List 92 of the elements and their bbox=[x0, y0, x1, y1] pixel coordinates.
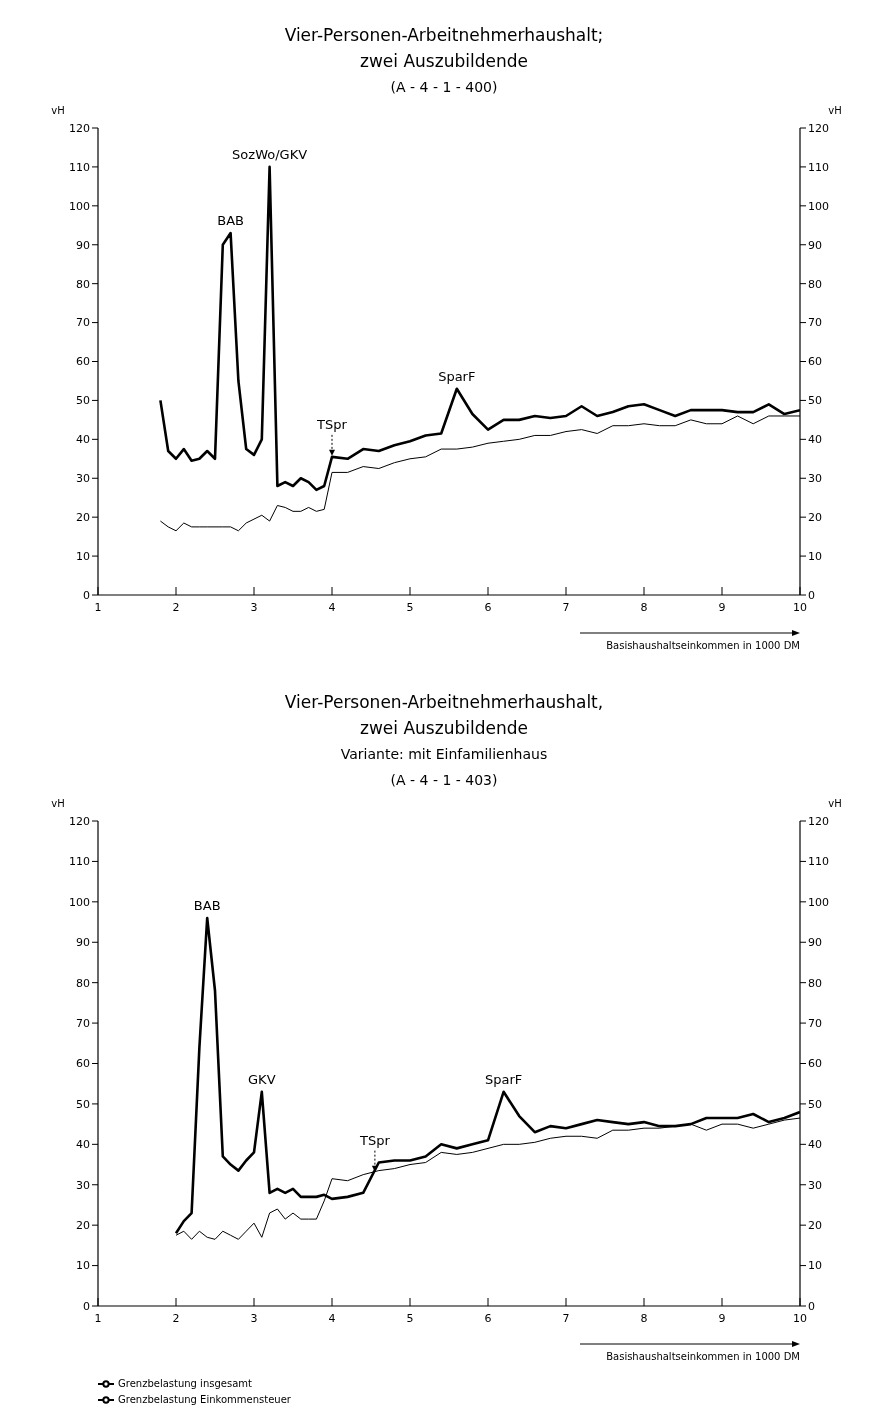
y-tick-label: 60 bbox=[76, 355, 90, 369]
x-tick-label: 6 bbox=[484, 600, 492, 614]
y2-tick-label: 40 bbox=[808, 433, 822, 447]
y2-tick-label: 70 bbox=[808, 1016, 822, 1030]
y2-axis-title: vH bbox=[828, 798, 842, 809]
y-tick-label: 20 bbox=[76, 1219, 90, 1233]
x-tick-label: 8 bbox=[640, 600, 648, 614]
y-tick-label: 20 bbox=[76, 511, 90, 525]
x-tick-label: 3 bbox=[250, 1311, 258, 1325]
x-axis-title: Basishaushaltseinkommen in 1000 DM bbox=[606, 640, 800, 651]
y2-tick-label: 30 bbox=[808, 1178, 822, 1192]
y2-tick-label: 10 bbox=[808, 1259, 822, 1273]
y2-tick-label: 30 bbox=[808, 472, 822, 486]
x-tick-label: 7 bbox=[562, 600, 570, 614]
y2-tick-label: 60 bbox=[808, 1057, 822, 1071]
y-tick-label: 50 bbox=[76, 1097, 90, 1111]
y-tick-label: 120 bbox=[69, 121, 90, 135]
y2-tick-label: 0 bbox=[808, 1299, 815, 1313]
y-tick-label: 100 bbox=[69, 895, 90, 909]
x-axis-title: Basishaushaltseinkommen in 1000 DM bbox=[606, 1351, 800, 1362]
y2-tick-label: 20 bbox=[808, 1219, 822, 1233]
chart-subtitle: Variante: mit Einfamilienhaus (A - 4 - 1 - 403) bbox=[339, 745, 549, 790]
y2-tick-label: 0 bbox=[808, 588, 815, 602]
chart-title: Vier-Personen-Arbeitnehmerhaushalt; zwei Auszubildende bbox=[283, 24, 605, 73]
y2-tick-label: 80 bbox=[808, 976, 822, 990]
annotation: TSpr bbox=[359, 1132, 391, 1148]
y-tick-label: 80 bbox=[76, 976, 90, 990]
x-tick-label: 4 bbox=[328, 600, 336, 614]
y-tick-label: 10 bbox=[76, 549, 90, 563]
y-tick-label: 40 bbox=[76, 433, 90, 447]
y2-tick-label: 90 bbox=[808, 936, 822, 950]
y-tick-label: 110 bbox=[69, 855, 90, 869]
y2-tick-label: 60 bbox=[808, 355, 822, 369]
y2-tick-label: 100 bbox=[808, 199, 829, 213]
y-tick-label: 90 bbox=[76, 238, 90, 252]
y-tick-label: 50 bbox=[76, 394, 90, 408]
legend-label: Grenzbelastung insgesamt bbox=[118, 1378, 252, 1389]
y-tick-label: 110 bbox=[69, 160, 90, 174]
x-tick-label: 9 bbox=[718, 600, 726, 614]
y2-tick-label: 70 bbox=[808, 316, 822, 330]
annotation: SparF bbox=[438, 368, 476, 384]
y2-tick-label: 50 bbox=[808, 394, 822, 408]
x-tick-label: 2 bbox=[172, 1311, 180, 1325]
y-tick-label: 0 bbox=[83, 588, 90, 602]
y2-tick-label: 100 bbox=[808, 895, 829, 909]
y-tick-label: 30 bbox=[76, 1178, 90, 1192]
annotation: BAB bbox=[193, 898, 221, 913]
x-tick-label: 3 bbox=[250, 600, 258, 614]
annotation: SozWo/GKV bbox=[232, 146, 308, 162]
y-tick-label: 70 bbox=[76, 1016, 90, 1030]
y2-tick-label: 120 bbox=[808, 121, 829, 135]
y-tick-label: 60 bbox=[76, 1057, 90, 1071]
y-tick-label: 0 bbox=[83, 1299, 90, 1313]
y2-tick-label: 120 bbox=[808, 814, 829, 828]
x-tick-label: 10 bbox=[793, 600, 807, 614]
y-tick-label: 120 bbox=[69, 814, 90, 828]
annotation: GKV bbox=[248, 1071, 276, 1087]
x-tick-label: 8 bbox=[640, 1311, 648, 1325]
x-tick-label: 10 bbox=[793, 1311, 807, 1325]
y2-tick-label: 10 bbox=[808, 549, 822, 563]
x-tick-label: 5 bbox=[406, 1311, 414, 1325]
y-tick-label: 10 bbox=[76, 1259, 90, 1273]
x-tick-label: 7 bbox=[562, 1311, 570, 1325]
y-axis-title: vH bbox=[51, 798, 65, 809]
y-tick-label: 80 bbox=[76, 277, 90, 291]
y2-tick-label: 20 bbox=[808, 511, 822, 525]
y2-tick-label: 50 bbox=[808, 1097, 822, 1111]
y2-tick-label: 110 bbox=[808, 855, 829, 869]
y2-tick-label: 80 bbox=[808, 277, 822, 291]
y2-axis-title: vH bbox=[828, 105, 842, 116]
y-tick-label: 70 bbox=[76, 316, 90, 330]
x-tick-label: 9 bbox=[718, 1311, 726, 1325]
y-axis-title: vH bbox=[51, 105, 65, 116]
y-tick-label: 30 bbox=[76, 472, 90, 486]
annotation: SparF bbox=[484, 1071, 523, 1087]
y-tick-label: 90 bbox=[76, 936, 90, 950]
x-tick-label: 4 bbox=[328, 1311, 336, 1325]
x-tick-label: 1 bbox=[94, 600, 102, 614]
annotation: TSpr bbox=[316, 416, 348, 432]
y2-tick-label: 90 bbox=[808, 238, 822, 252]
x-tick-label: 5 bbox=[406, 600, 414, 614]
y-tick-label: 40 bbox=[76, 1138, 90, 1152]
y-tick-label: 100 bbox=[69, 199, 90, 213]
chart-subtitle: (A - 4 - 1 - 400) bbox=[389, 78, 499, 97]
x-tick-label: 6 bbox=[484, 1311, 492, 1325]
x-tick-label: 1 bbox=[94, 1311, 102, 1325]
annotation: BAB bbox=[217, 213, 244, 229]
legend-label: Grenzbelastung Einkommensteuer bbox=[118, 1394, 291, 1405]
x-tick-label: 2 bbox=[172, 600, 180, 614]
y2-tick-label: 40 bbox=[808, 1138, 822, 1152]
y2-tick-label: 110 bbox=[808, 160, 829, 174]
chart-title: Vier-Personen-Arbeitnehmerhaushalt, zwei Auszubildende bbox=[283, 691, 605, 740]
